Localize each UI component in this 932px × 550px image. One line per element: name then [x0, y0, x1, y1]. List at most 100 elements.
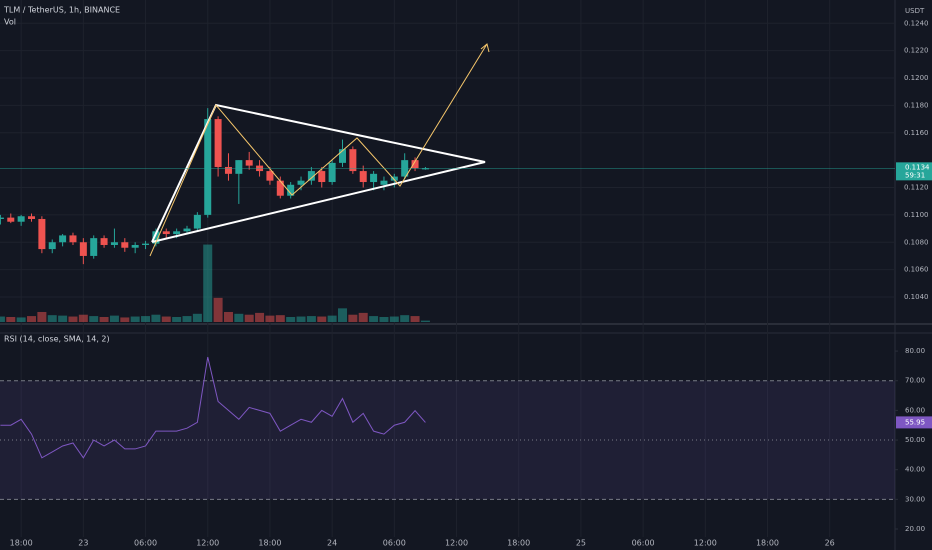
- y-tick-label: 0.1120: [904, 184, 929, 192]
- candle-body: [359, 171, 367, 183]
- volume-bar: [78, 314, 88, 322]
- volume-bar: [0, 316, 5, 322]
- y-tick-label: 0.1080: [904, 238, 929, 246]
- candle-body: [370, 173, 378, 183]
- volume-bar: [182, 316, 192, 322]
- candle-body: [193, 214, 201, 229]
- volume-bar: [37, 311, 47, 322]
- x-tick-label: 18:00: [258, 539, 281, 548]
- x-tick-label: 06:00: [632, 539, 655, 548]
- candle-body: [328, 162, 336, 183]
- arrow-head: [480, 43, 490, 53]
- candle-body: [38, 218, 46, 250]
- triangle-pattern: [151, 103, 486, 243]
- candle-body: [276, 180, 284, 196]
- candle-body: [59, 235, 67, 243]
- candle-body: [100, 238, 108, 245]
- candle-body: [421, 168, 429, 170]
- volume-bar: [389, 316, 399, 322]
- volume-bar: [379, 316, 389, 322]
- x-tick-label: 18:00: [756, 539, 779, 548]
- volume-bar: [6, 316, 16, 322]
- volume-bar: [317, 316, 327, 322]
- volume-bar: [244, 314, 254, 322]
- y-tick-label: 0.1160: [904, 129, 929, 137]
- candle-body: [380, 180, 388, 185]
- volume-bar: [161, 316, 171, 322]
- volume-bar: [47, 315, 57, 322]
- candle-body: [90, 238, 98, 256]
- candle-body: [411, 160, 419, 169]
- candle-body: [17, 216, 25, 222]
- candle-body: [79, 242, 87, 256]
- candle-body: [266, 171, 274, 181]
- volume-bar: [327, 315, 337, 322]
- drawings: [149, 43, 490, 257]
- volume-bar: [369, 316, 379, 322]
- x-tick-label: 12:00: [196, 539, 219, 548]
- candle-body: [48, 242, 56, 250]
- candle-body: [152, 231, 160, 244]
- volume-bar: [358, 312, 368, 322]
- chart-title: TLM / TetherUS, 1h, BINANCE: [3, 6, 120, 15]
- volume-bar: [192, 313, 202, 322]
- candle-body: [214, 119, 222, 167]
- y-tick-label: 0.1220: [904, 47, 929, 55]
- volume-bar: [275, 315, 285, 322]
- volume-bar: [120, 317, 130, 322]
- candle-body: [204, 119, 212, 215]
- volume-bar: [172, 316, 182, 322]
- candle-body: [338, 149, 346, 163]
- y-tick-label: 0.1240: [904, 19, 929, 27]
- currency: USDT: [905, 7, 925, 15]
- candle-body: [121, 242, 129, 248]
- volume-bar: [337, 308, 347, 322]
- candle-body: [349, 149, 357, 172]
- rsi-line: [0, 356, 426, 459]
- candle-body: [390, 176, 398, 181]
- volume-bar: [223, 311, 233, 322]
- x-tick-label: 24: [327, 539, 337, 548]
- candle-body: [307, 171, 315, 181]
- rsi-tick-label: 50.00: [905, 436, 925, 444]
- volume-bar: [306, 316, 316, 322]
- volume-bar: [16, 317, 26, 322]
- candle-body: [224, 166, 232, 174]
- rsi-tick-label: 70.00: [905, 377, 925, 385]
- rsi-last-label: 55.95: [905, 418, 925, 426]
- y-tick-label: 0.1060: [904, 266, 929, 274]
- volume-bar: [420, 320, 430, 322]
- volume-bar: [265, 315, 275, 322]
- candle-body: [245, 160, 253, 166]
- x-tick-label: 18:00: [10, 539, 33, 548]
- rsi-title: RSI (14, close, SMA, 14, 2): [4, 335, 110, 344]
- volume-bar: [89, 316, 99, 322]
- volume-bar: [58, 315, 68, 322]
- countdown: 59:31: [905, 171, 925, 179]
- x-tick-label: 23: [78, 539, 88, 548]
- volume-bar: [348, 314, 358, 322]
- y-tick-label: 0.1040: [904, 293, 929, 301]
- candle-body: [131, 244, 139, 248]
- x-tick-label: 12:00: [694, 539, 717, 548]
- volume-bar: [234, 313, 244, 322]
- volume-bar: [151, 314, 161, 322]
- candle-body: [173, 231, 181, 235]
- volume-bar: [410, 316, 420, 322]
- volume-bar: [130, 316, 140, 322]
- volume-bar: [27, 316, 37, 322]
- volume-bar: [109, 315, 119, 322]
- volume-title: Vol: [4, 18, 16, 27]
- volume-bar: [99, 316, 109, 322]
- volume-bar: [400, 315, 410, 322]
- candle-body: [0, 217, 4, 219]
- candle-body: [183, 228, 191, 232]
- x-tick-label: 12:00: [445, 539, 468, 548]
- x-tick-label: 18:00: [507, 539, 530, 548]
- y-tick-label: 0.1100: [904, 211, 929, 219]
- candle-body: [28, 216, 36, 219]
- rsi-tick-label: 60.00: [905, 406, 925, 414]
- zigzag-projection: [149, 43, 488, 257]
